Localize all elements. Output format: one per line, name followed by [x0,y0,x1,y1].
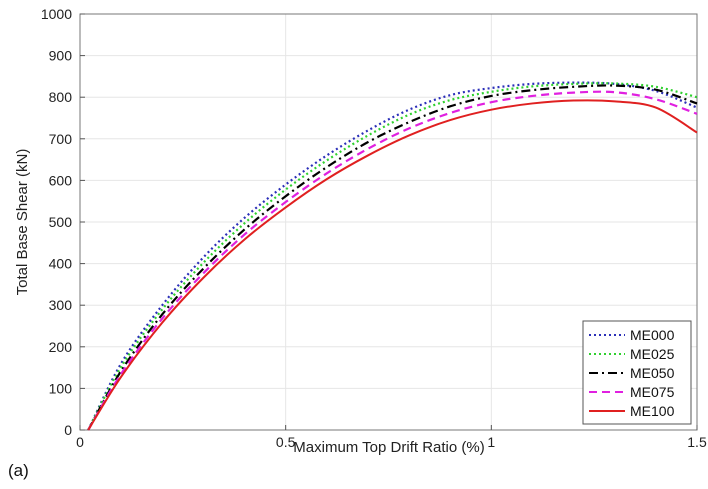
y-tick-label: 300 [49,297,73,313]
y-tick-label: 1000 [41,6,72,22]
legend-label-me075: ME075 [630,384,675,400]
series-line-me050 [87,84,698,431]
y-tick-label: 700 [49,131,73,147]
x-axis-ticks: 0 0.5 1 1.5 [76,425,707,450]
legend: ME000 ME025 ME050 ME075 ME100 [582,320,692,425]
y-axis-ticks: 0 100 200 300 400 500 600 700 800 900 1000 [41,6,85,438]
x-axis-title: Maximum Top Drift Ratio (%) [293,439,484,456]
x-tick-label: 1.5 [687,434,707,450]
y-tick-label: 0 [64,422,72,438]
legend-label-me050: ME050 [630,365,675,381]
x-tick-label: 0 [76,434,84,450]
x-tick-label: 0.5 [276,434,296,450]
y-tick-label: 900 [49,48,73,64]
y-tick-label: 800 [49,89,73,105]
series-line-me100 [87,99,698,431]
x-tick-label: 1 [487,434,495,450]
series-lines [87,81,698,431]
legend-label-me000: ME000 [630,327,675,343]
y-tick-label: 500 [49,214,73,230]
legend-label-me100: ME100 [630,403,675,419]
y-tick-label: 400 [49,256,73,272]
y-tick-label: 100 [49,380,73,396]
panel-label: (a) [8,461,29,480]
series-line-me025 [87,82,698,431]
legend-box [582,320,692,425]
y-tick-label: 600 [49,172,73,188]
y-tick-label: 200 [49,339,73,355]
legend-label-me025: ME025 [630,346,675,362]
y-axis-title: Total Base Shear (kN) [14,149,31,296]
series-line-me075 [87,90,698,431]
